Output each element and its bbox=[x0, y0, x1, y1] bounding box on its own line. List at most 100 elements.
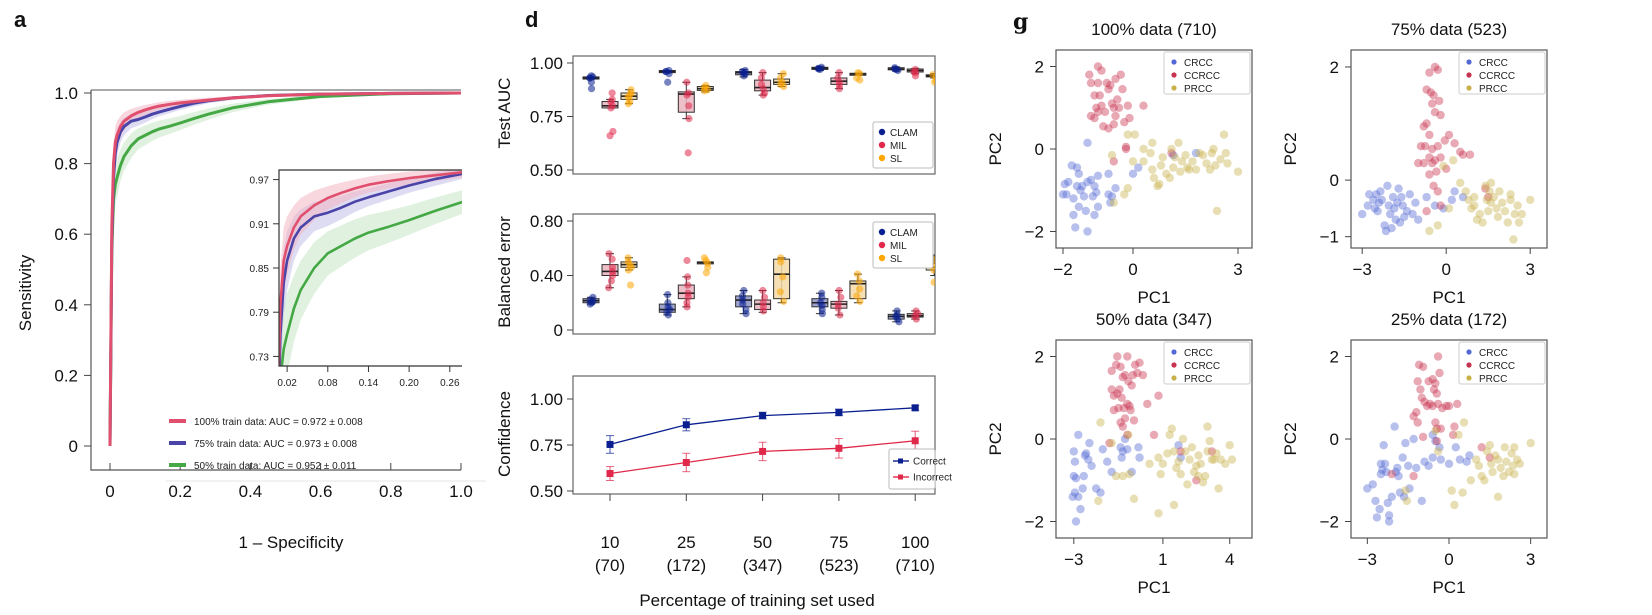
scatter-point bbox=[1069, 194, 1078, 203]
box-point bbox=[624, 266, 633, 274]
pca-100-chart: 100% data (710) −2 0 3 −2 0 2 PC1 PC2 CRCC CCRCC PR… bbox=[986, 20, 1253, 307]
box-point bbox=[609, 271, 617, 280]
scatter-point bbox=[1148, 165, 1157, 174]
roc-y-axis-title: Sensitivity bbox=[16, 254, 35, 331]
square-marker bbox=[911, 437, 919, 445]
test-auc-box-sl-25 bbox=[696, 81, 714, 95]
scatter-point bbox=[1481, 184, 1490, 193]
scatter-point bbox=[1428, 401, 1437, 411]
scatter-point bbox=[1421, 142, 1430, 151]
confidence-point bbox=[834, 408, 843, 417]
scatter-point bbox=[1219, 130, 1229, 139]
box-point bbox=[834, 304, 842, 312]
scatter-point bbox=[1090, 181, 1099, 191]
scatter-point bbox=[1418, 432, 1428, 442]
scatter-point bbox=[1436, 424, 1446, 433]
scatter-point bbox=[1433, 65, 1443, 75]
scatter-point bbox=[1203, 422, 1212, 431]
roc-x-tick-label: 0.8 bbox=[379, 482, 403, 501]
scatter-point bbox=[1429, 91, 1438, 100]
inset-band-75 bbox=[279, 170, 462, 366]
scatter-point bbox=[1102, 78, 1112, 88]
test-auc-box-sl-10 bbox=[620, 86, 638, 108]
box-point bbox=[853, 270, 862, 278]
scatter-point bbox=[1113, 389, 1122, 398]
box-point bbox=[702, 269, 711, 277]
scatter-point bbox=[1503, 218, 1513, 227]
legend-label: Correct bbox=[913, 457, 946, 468]
scatter-point bbox=[1405, 484, 1414, 493]
pca-25-title: 25% data (172) bbox=[1391, 310, 1507, 329]
scatter-point bbox=[1439, 204, 1448, 213]
scatter-point bbox=[1420, 457, 1429, 466]
balanced-error-frame bbox=[572, 213, 936, 335]
scatter-point bbox=[1107, 366, 1116, 376]
scatter-point bbox=[1227, 455, 1237, 464]
scatter-point bbox=[1074, 169, 1084, 178]
scatter-point bbox=[1435, 443, 1444, 452]
scatter-point bbox=[1379, 441, 1388, 450]
scatter-point bbox=[1114, 103, 1124, 113]
scatter-point bbox=[1111, 184, 1120, 193]
legend-label: Incorrect bbox=[913, 473, 952, 484]
balanced-error-plot-area bbox=[582, 250, 935, 326]
pca-25-y-tick-label: −2 bbox=[1320, 513, 1339, 532]
roc-axes bbox=[90, 89, 461, 471]
scatter-point bbox=[1502, 457, 1511, 466]
scatter-point bbox=[1432, 389, 1442, 398]
scatter-point bbox=[1169, 500, 1179, 510]
box-point bbox=[759, 91, 767, 99]
confidence-point bbox=[606, 466, 614, 482]
scatter-point bbox=[1183, 480, 1192, 489]
scatter-point bbox=[1094, 496, 1103, 506]
legend-label: MIL bbox=[890, 141, 907, 152]
scatter-point bbox=[1191, 165, 1201, 174]
test-auc-legend-item-clam: CLAM bbox=[878, 128, 918, 139]
scatter-point bbox=[1431, 379, 1440, 388]
confidence-point bbox=[682, 418, 691, 432]
scatter-point bbox=[1486, 178, 1496, 188]
scatter-point bbox=[1383, 181, 1392, 190]
inset-y-tick-label: 0.97 bbox=[250, 176, 270, 187]
square-marker bbox=[835, 408, 843, 416]
scatter-point bbox=[1120, 414, 1130, 423]
test-auc-box-clam-75 bbox=[811, 63, 829, 74]
balanced-error-legend-item-sl: SL bbox=[878, 254, 903, 265]
scatter-point bbox=[1103, 457, 1112, 466]
scatter-point bbox=[1104, 124, 1113, 133]
scatter-point bbox=[1123, 399, 1132, 409]
confidence-series-incorrect bbox=[606, 430, 920, 482]
scatter-point bbox=[1422, 192, 1431, 202]
scatter-point bbox=[1380, 459, 1390, 468]
scatter-point bbox=[1058, 190, 1068, 199]
test-auc-chart: 0.50 0.75 1.00 Test AUC CLAM MIL SL bbox=[495, 54, 936, 180]
scatter-point bbox=[1458, 192, 1468, 202]
scatter-point bbox=[1155, 179, 1164, 189]
roc-y-tick-label: 1.0 bbox=[54, 84, 78, 103]
scatter-point bbox=[1372, 190, 1381, 199]
scatter-point bbox=[1221, 148, 1231, 158]
scatter-point bbox=[1506, 195, 1515, 205]
scatter-point bbox=[1139, 157, 1148, 166]
scatter-point bbox=[1076, 504, 1085, 514]
scatter-point bbox=[1074, 202, 1084, 211]
scatter-point bbox=[1510, 469, 1519, 479]
box-point bbox=[760, 293, 769, 301]
pca-100-title: 100% data (710) bbox=[1091, 20, 1217, 39]
scatter-point bbox=[1430, 201, 1440, 210]
confidence-y-tick-label: 0.75 bbox=[530, 436, 563, 455]
scatter-point bbox=[1092, 103, 1101, 113]
panel-label-a: a bbox=[14, 7, 27, 32]
pca-100-y-axis-title: PC2 bbox=[986, 132, 1005, 165]
scatter-point bbox=[1135, 358, 1144, 367]
confidence-point bbox=[758, 411, 767, 420]
box-point bbox=[685, 115, 693, 123]
box-point bbox=[892, 65, 900, 74]
pca-75-y-tick-label: −1 bbox=[1320, 228, 1339, 247]
pca-25-x-tick-label: 3 bbox=[1526, 550, 1535, 569]
pca-50-x-tick-label: 4 bbox=[1225, 550, 1234, 569]
scatter-point bbox=[1117, 453, 1126, 462]
inset-curve-100 bbox=[279, 171, 462, 366]
scatter-point bbox=[1090, 113, 1099, 123]
scatter-point bbox=[1145, 459, 1154, 468]
